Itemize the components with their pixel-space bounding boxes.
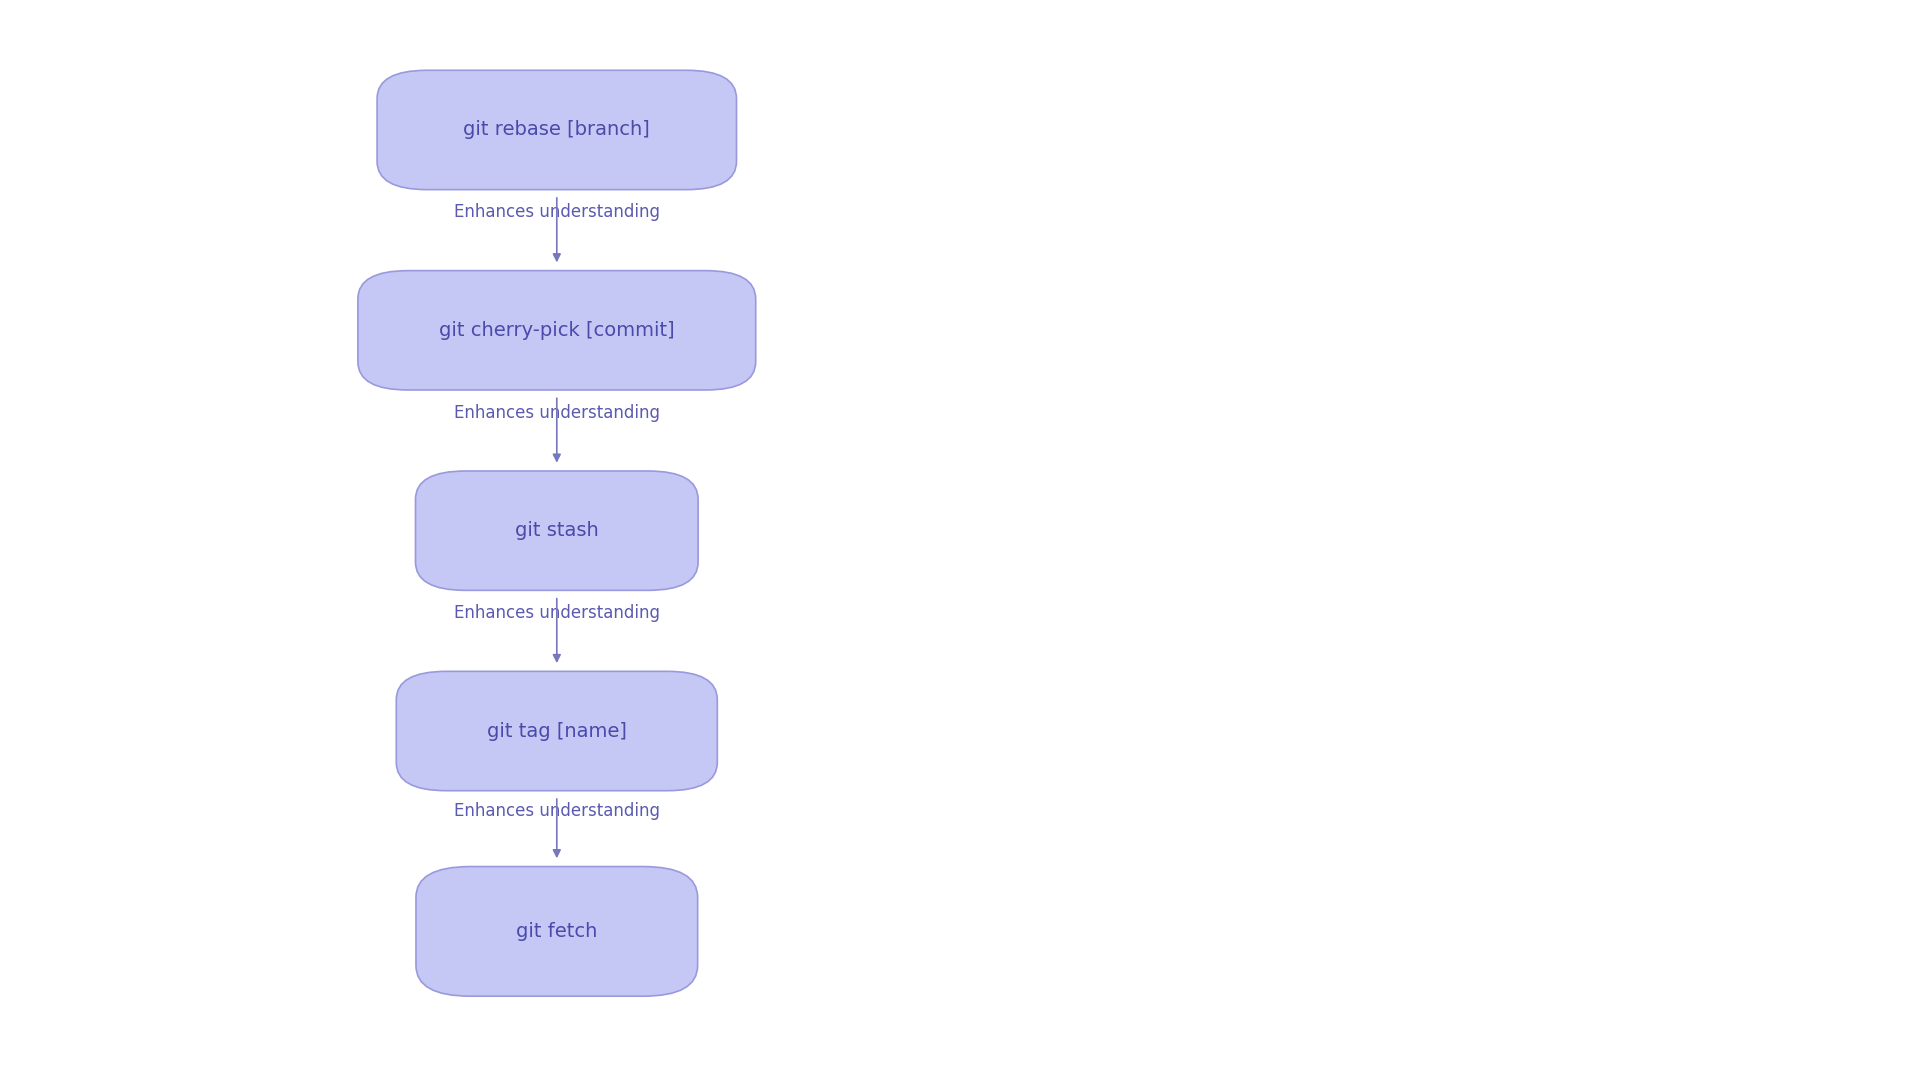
Text: Enhances understanding: Enhances understanding (453, 604, 660, 622)
Text: git cherry-pick [commit]: git cherry-pick [commit] (440, 321, 674, 340)
Text: git fetch: git fetch (516, 922, 597, 941)
Text: Enhances understanding: Enhances understanding (453, 404, 660, 421)
FancyBboxPatch shape (417, 866, 697, 996)
Text: Enhances understanding: Enhances understanding (453, 803, 660, 820)
FancyBboxPatch shape (357, 271, 756, 390)
Text: git tag [name]: git tag [name] (488, 721, 626, 741)
FancyBboxPatch shape (396, 671, 718, 791)
Text: Enhances understanding: Enhances understanding (453, 204, 660, 222)
Text: git rebase [branch]: git rebase [branch] (463, 120, 651, 140)
Text: git stash: git stash (515, 521, 599, 540)
FancyBboxPatch shape (415, 471, 699, 590)
FancyBboxPatch shape (376, 70, 737, 190)
